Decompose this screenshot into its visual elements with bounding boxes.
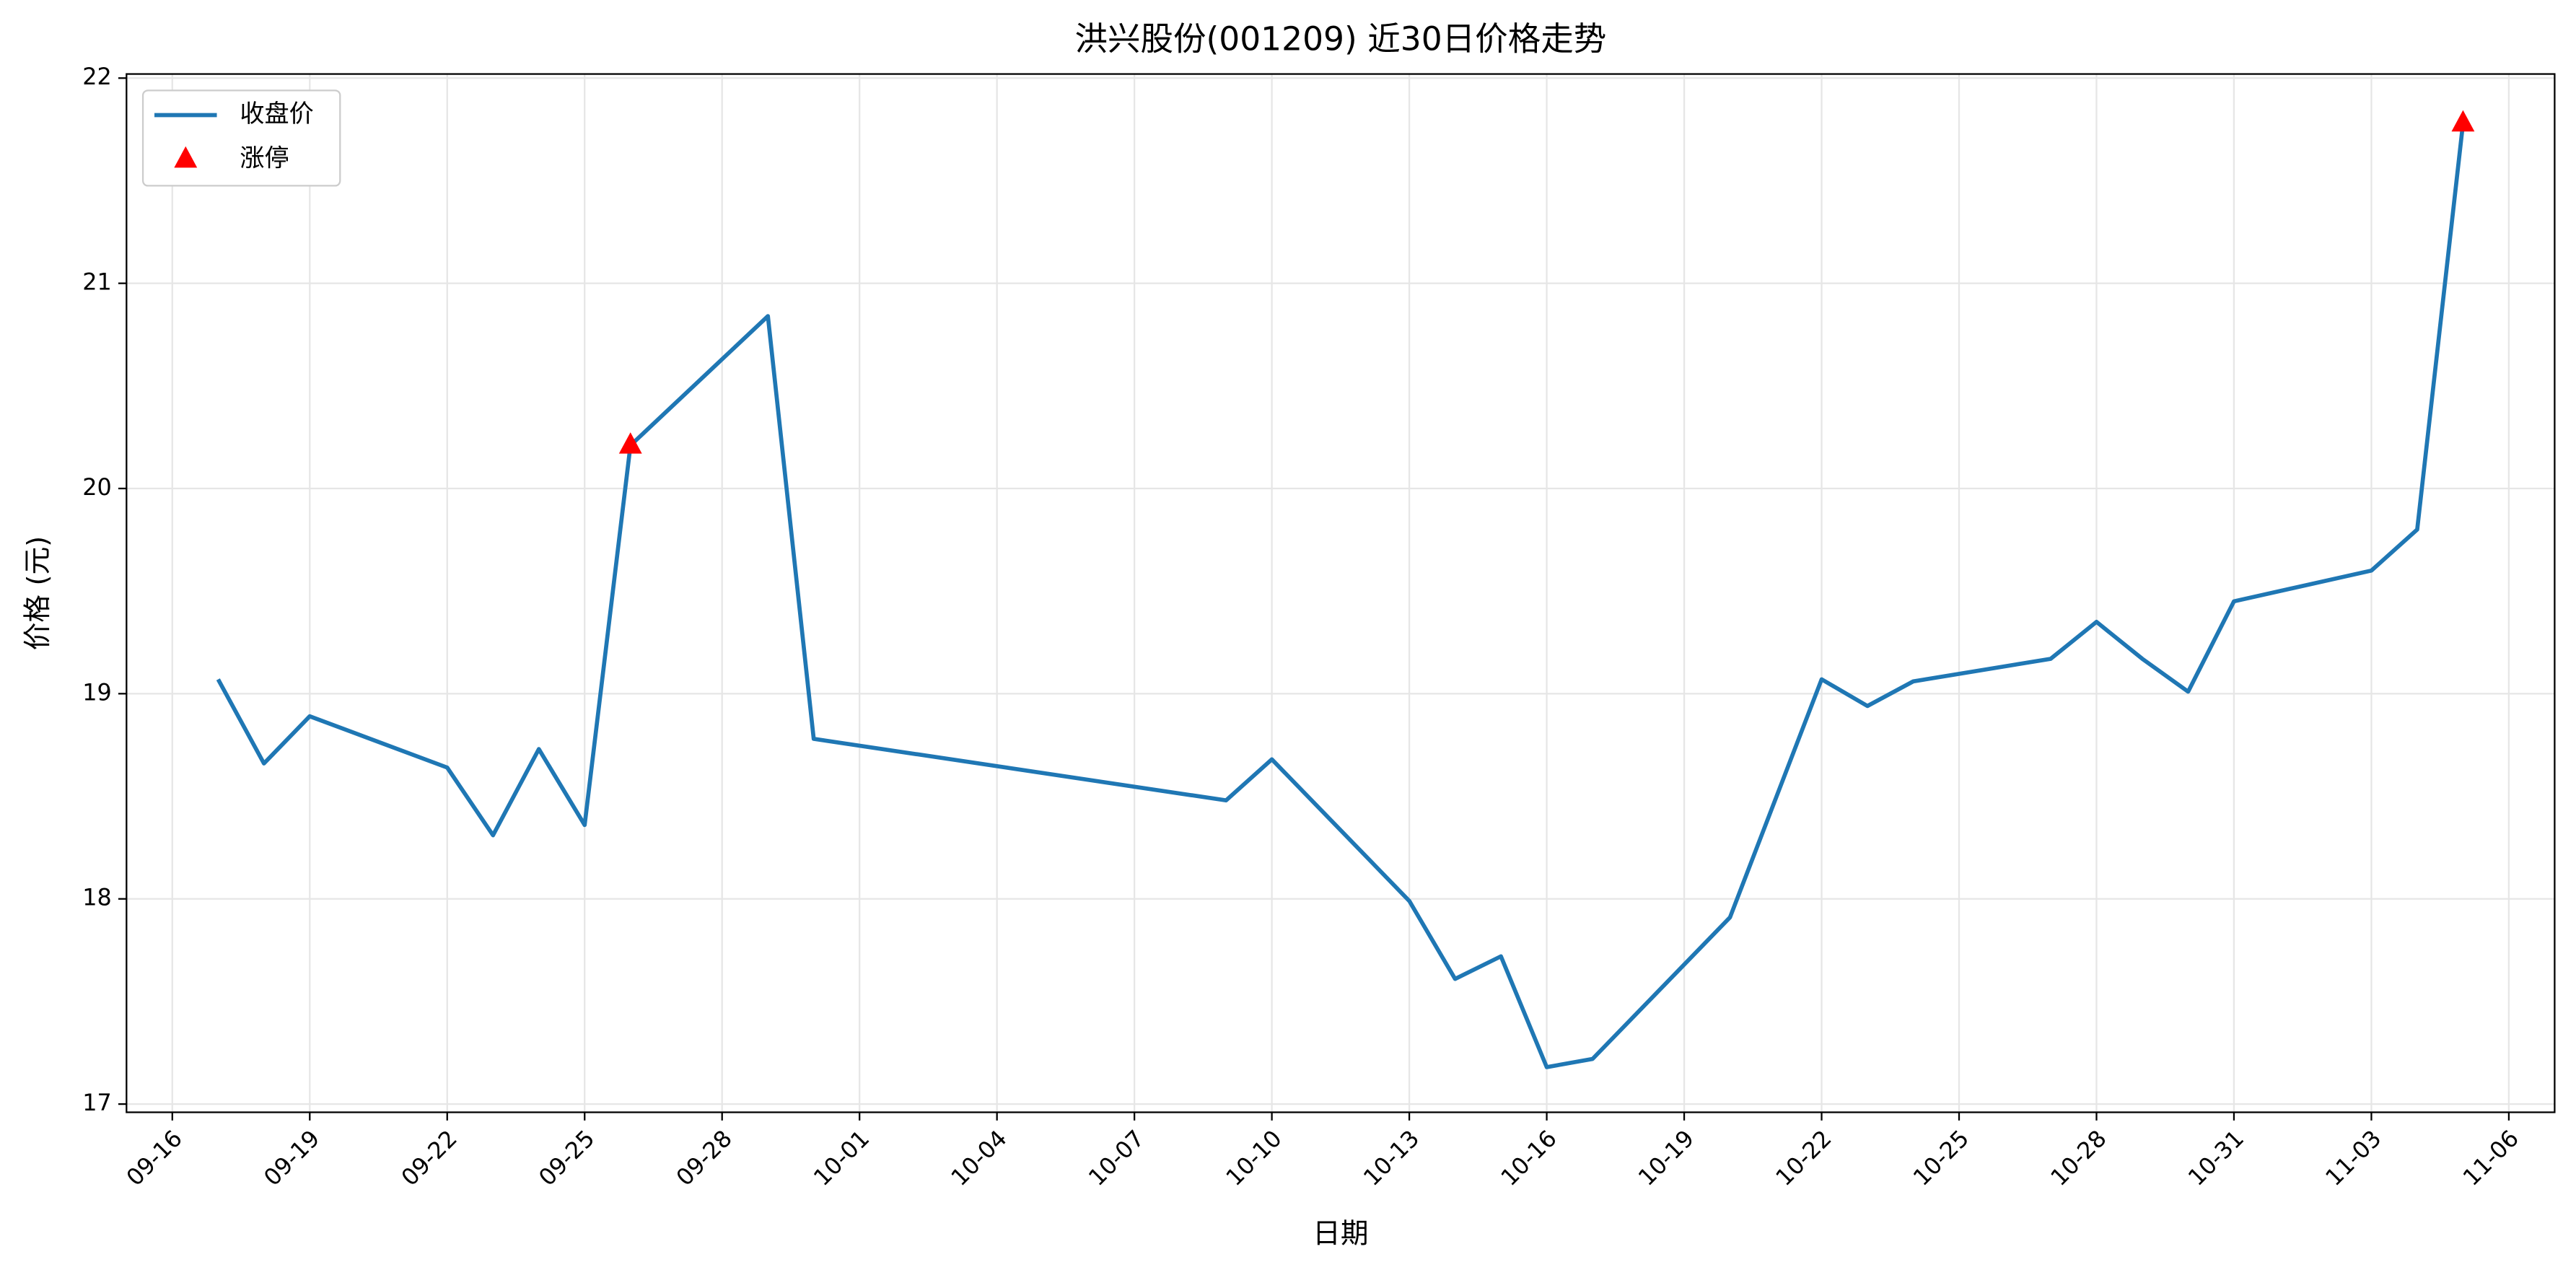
y-tick-label: 21 [82, 268, 112, 296]
y-tick-label: 17 [82, 1089, 112, 1116]
limit-up-marker [2451, 110, 2475, 132]
legend-swatch [174, 146, 198, 168]
y-tick-label: 20 [82, 473, 112, 501]
price-line [216, 123, 2466, 1069]
legend-label: 收盘价 [240, 100, 313, 128]
chart-title: 洪兴股份(001209) 近30日价格走势 [1074, 20, 1606, 58]
y-tick-label: 22 [82, 63, 112, 90]
legend-label: 涨停 [240, 144, 289, 172]
plot-frame [126, 73, 2556, 1113]
x-axis-label: 日期 [1313, 1218, 1368, 1250]
y-tick-label: 19 [82, 678, 112, 706]
y-axis-label: 价格 (元) [22, 536, 54, 651]
limit-up-marker [618, 432, 642, 454]
y-tick-label: 18 [82, 884, 112, 911]
